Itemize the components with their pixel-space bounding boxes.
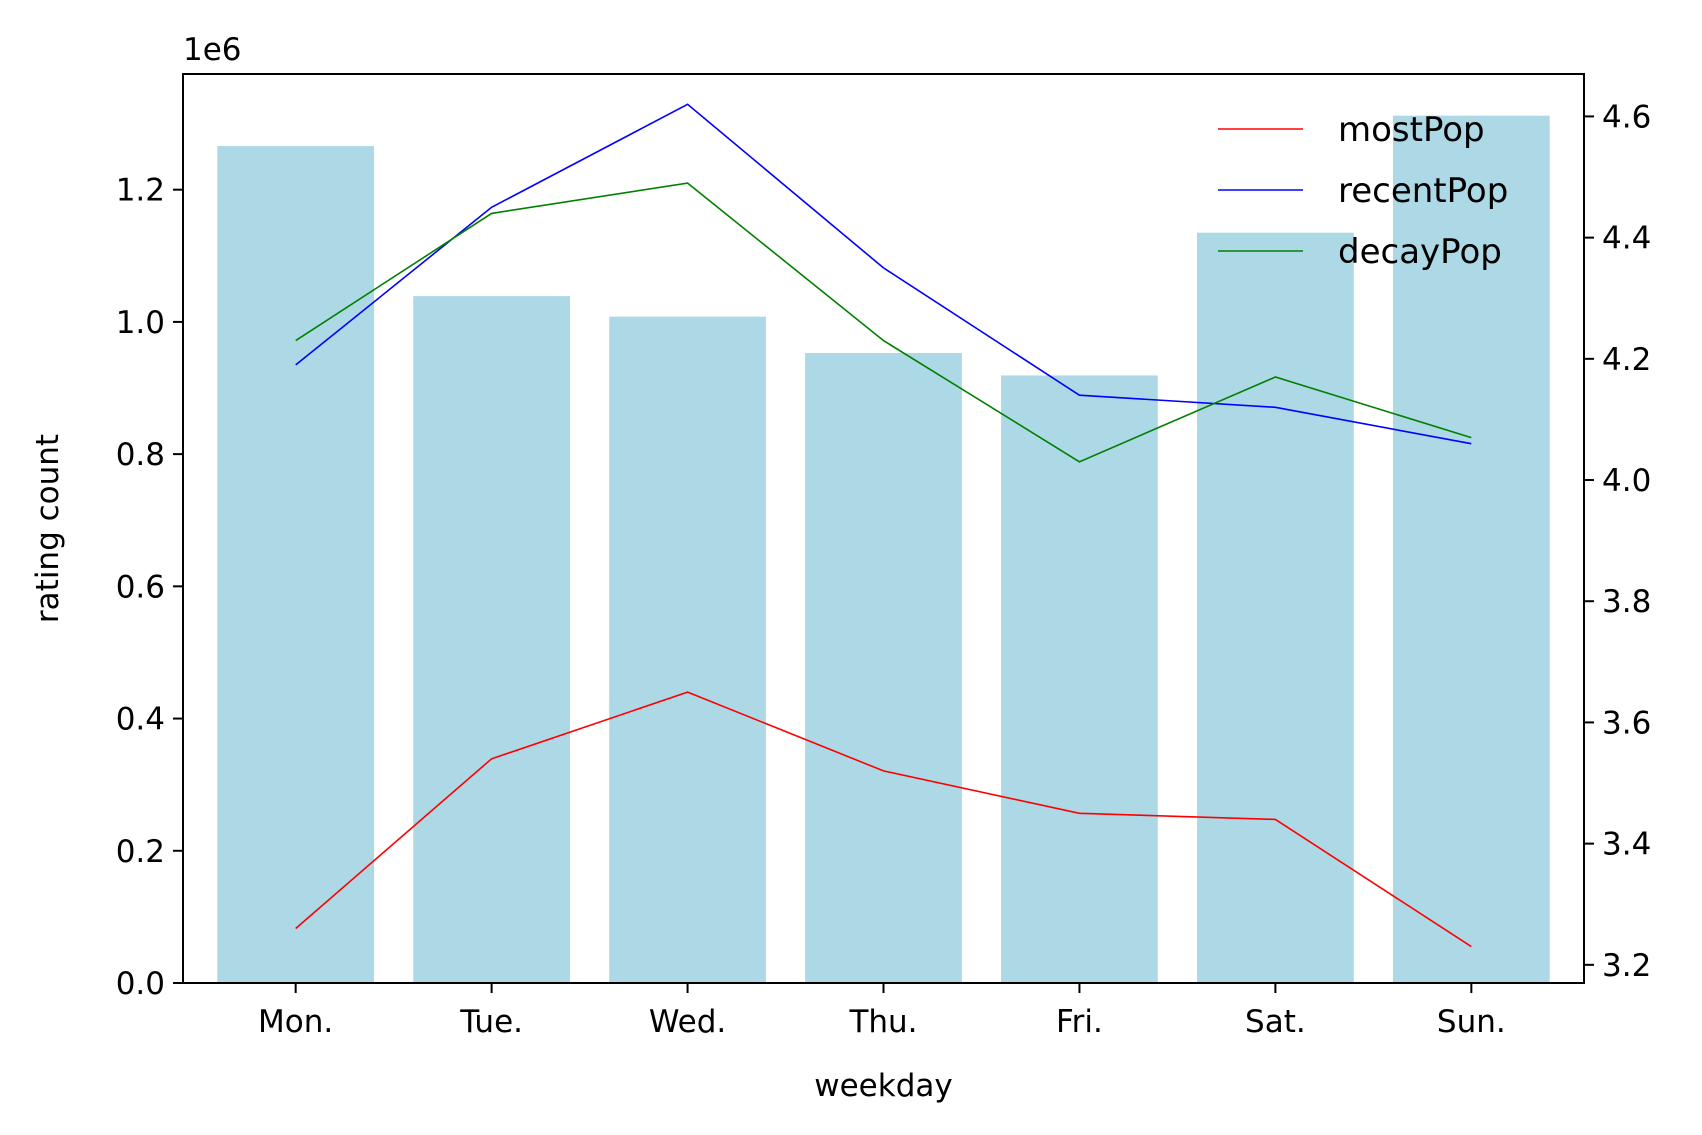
x-tick-label: Sat. — [1245, 1004, 1306, 1040]
left-tick-label: 0.6 — [116, 569, 165, 605]
right-tick-label: 3.4 — [1602, 827, 1651, 863]
x-tick-label: Mon. — [258, 1004, 333, 1040]
series-line-recentPop — [295, 103, 1472, 445]
bar-6 — [1197, 232, 1354, 984]
lines-layer — [295, 103, 1472, 948]
x-tick-label: Tue. — [459, 1004, 523, 1040]
x-axis-label: weekday — [814, 1068, 952, 1104]
bar-4 — [805, 352, 962, 984]
x-tick-label: Thu. — [848, 1004, 917, 1040]
left-tick-label: 0.0 — [116, 966, 165, 1002]
x-tick-label: Fri. — [1056, 1004, 1103, 1040]
x-tick-label: Wed. — [649, 1004, 726, 1040]
bar-3 — [609, 316, 766, 983]
left-axis-offset-text: 1e6 — [183, 32, 242, 68]
right-tick-label: 4.4 — [1602, 221, 1651, 257]
left-tick-label: 1.2 — [116, 173, 165, 209]
legend-label-mostPop: mostPop — [1338, 110, 1485, 150]
series-line-decayPop — [295, 182, 1472, 463]
bars-layer — [217, 115, 1550, 984]
left-tick-label: 0.8 — [116, 437, 165, 473]
x-tick-label: Sun. — [1437, 1004, 1506, 1040]
right-tick-label: 4.6 — [1602, 99, 1651, 135]
left-axis: 0.0 0.2 0.4 0.6 0.8 1.0 1.2 — [116, 173, 183, 1002]
legend-label-decayPop: decayPop — [1338, 232, 1502, 272]
left-tick-label: 1.0 — [116, 305, 165, 341]
right-axis: 3.2 3.4 3.6 3.8 4.0 4.2 4.4 4.6 — [1584, 99, 1651, 984]
right-tick-label: 3.2 — [1602, 948, 1651, 984]
x-axis: Mon. Tue. Wed. Thu. Fri. Sat. Sun. — [258, 983, 1506, 1040]
left-tick-label: 0.2 — [116, 834, 165, 870]
left-tick-label: 0.4 — [116, 702, 165, 738]
bar-1 — [217, 146, 375, 984]
y-axis-label: rating count — [30, 434, 66, 623]
series-line-mostPop — [295, 691, 1472, 948]
right-tick-label: 4.0 — [1602, 463, 1651, 499]
legend-label-recentPop: recentPop — [1338, 171, 1508, 211]
bar-2 — [413, 296, 570, 983]
right-tick-label: 3.6 — [1602, 705, 1651, 741]
bar-5 — [1001, 375, 1158, 983]
right-tick-label: 4.2 — [1602, 342, 1651, 378]
legend: mostPop recentPop decayPop — [1218, 110, 1508, 272]
right-tick-label: 3.8 — [1602, 584, 1651, 620]
bar-7 — [1392, 115, 1550, 983]
